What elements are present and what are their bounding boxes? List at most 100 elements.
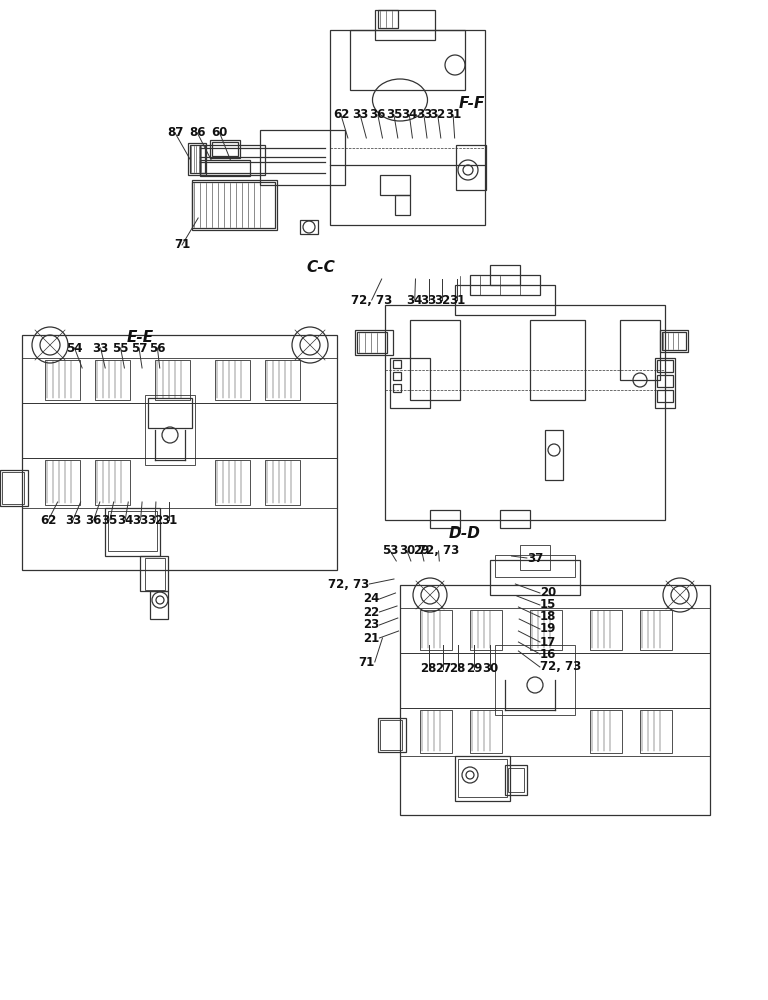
Bar (378, 718, 406, 752)
Text: 22: 22 (363, 605, 379, 618)
Bar (188, 143, 206, 175)
Bar (590, 610, 622, 650)
Bar (190, 145, 205, 173)
Text: 21: 21 (363, 632, 379, 645)
Text: 23: 23 (363, 618, 379, 632)
Bar (530, 320, 585, 400)
Bar (378, 10, 398, 28)
Text: 31: 31 (161, 514, 177, 526)
Text: 35: 35 (386, 108, 402, 121)
Bar (640, 610, 672, 650)
Text: 34: 34 (117, 514, 134, 526)
Text: 30: 30 (399, 544, 415, 558)
Bar (530, 610, 562, 650)
Text: 55: 55 (112, 342, 129, 355)
Bar (22, 403, 337, 458)
Bar (375, 10, 435, 40)
Text: F-F: F-F (459, 96, 485, 110)
Bar (456, 145, 486, 190)
Bar (455, 285, 555, 315)
Bar (380, 175, 410, 195)
Text: 19: 19 (540, 622, 556, 636)
Bar (393, 384, 401, 392)
Bar (393, 372, 401, 380)
Bar (410, 320, 460, 400)
Text: 72, 73: 72, 73 (418, 544, 459, 558)
Bar (210, 140, 240, 158)
Bar (45, 360, 80, 400)
Bar (490, 265, 520, 285)
Bar (192, 182, 275, 228)
Bar (520, 545, 550, 570)
Bar (390, 358, 430, 408)
Text: 29: 29 (413, 544, 430, 558)
Bar (490, 560, 580, 595)
Bar (640, 710, 672, 753)
Bar (145, 395, 195, 465)
Bar (265, 360, 300, 400)
Bar (350, 30, 465, 90)
Text: 17: 17 (540, 636, 556, 648)
Bar (495, 555, 575, 577)
Bar (45, 460, 80, 505)
Bar (458, 759, 507, 797)
Text: 32: 32 (429, 108, 446, 121)
Bar (657, 360, 673, 372)
Bar (155, 360, 190, 400)
Text: 33: 33 (65, 514, 81, 526)
Text: 32: 32 (147, 514, 164, 526)
Bar (95, 360, 130, 400)
Text: 28: 28 (420, 662, 437, 676)
Bar (657, 375, 673, 387)
Text: 29: 29 (465, 662, 482, 676)
Bar (300, 220, 318, 234)
Bar (470, 275, 540, 295)
Text: 56: 56 (149, 342, 166, 355)
Text: E-E: E-E (126, 330, 154, 344)
Text: 53: 53 (382, 544, 399, 558)
Bar (22, 335, 337, 570)
Text: 33: 33 (352, 108, 369, 121)
Text: 72, 73: 72, 73 (328, 578, 369, 590)
Text: 62: 62 (333, 108, 349, 121)
Bar (655, 358, 675, 408)
Text: 34: 34 (406, 294, 423, 306)
Bar (212, 142, 238, 156)
Bar (508, 768, 524, 792)
Bar (590, 710, 622, 753)
Text: 35: 35 (101, 514, 118, 526)
Text: 71: 71 (359, 656, 375, 668)
Bar (385, 305, 665, 520)
Bar (265, 460, 300, 505)
Bar (22, 358, 337, 403)
Text: 15: 15 (540, 598, 556, 611)
Text: 60: 60 (211, 126, 228, 139)
Text: 27: 27 (435, 662, 452, 676)
Text: 86: 86 (189, 126, 206, 139)
Bar (192, 180, 277, 230)
Text: 32: 32 (434, 294, 451, 306)
Text: 33: 33 (415, 108, 432, 121)
Bar (148, 398, 192, 428)
Bar (22, 458, 337, 508)
Text: 20: 20 (540, 586, 556, 599)
Bar (357, 332, 387, 353)
Text: 54: 54 (66, 342, 83, 355)
Text: C-C: C-C (306, 260, 336, 275)
Text: 33: 33 (92, 342, 109, 355)
Bar (150, 591, 168, 619)
Bar (662, 332, 686, 350)
Bar (400, 585, 710, 815)
Bar (545, 430, 563, 480)
Bar (200, 160, 250, 176)
Bar (380, 720, 402, 750)
Bar (470, 710, 502, 753)
Bar (215, 360, 250, 400)
Bar (393, 360, 401, 368)
Bar (145, 558, 165, 590)
Bar (660, 330, 688, 352)
Text: 72, 73: 72, 73 (351, 294, 392, 306)
Text: 16: 16 (540, 648, 556, 660)
Text: 36: 36 (85, 514, 102, 526)
Text: 62: 62 (40, 514, 57, 526)
